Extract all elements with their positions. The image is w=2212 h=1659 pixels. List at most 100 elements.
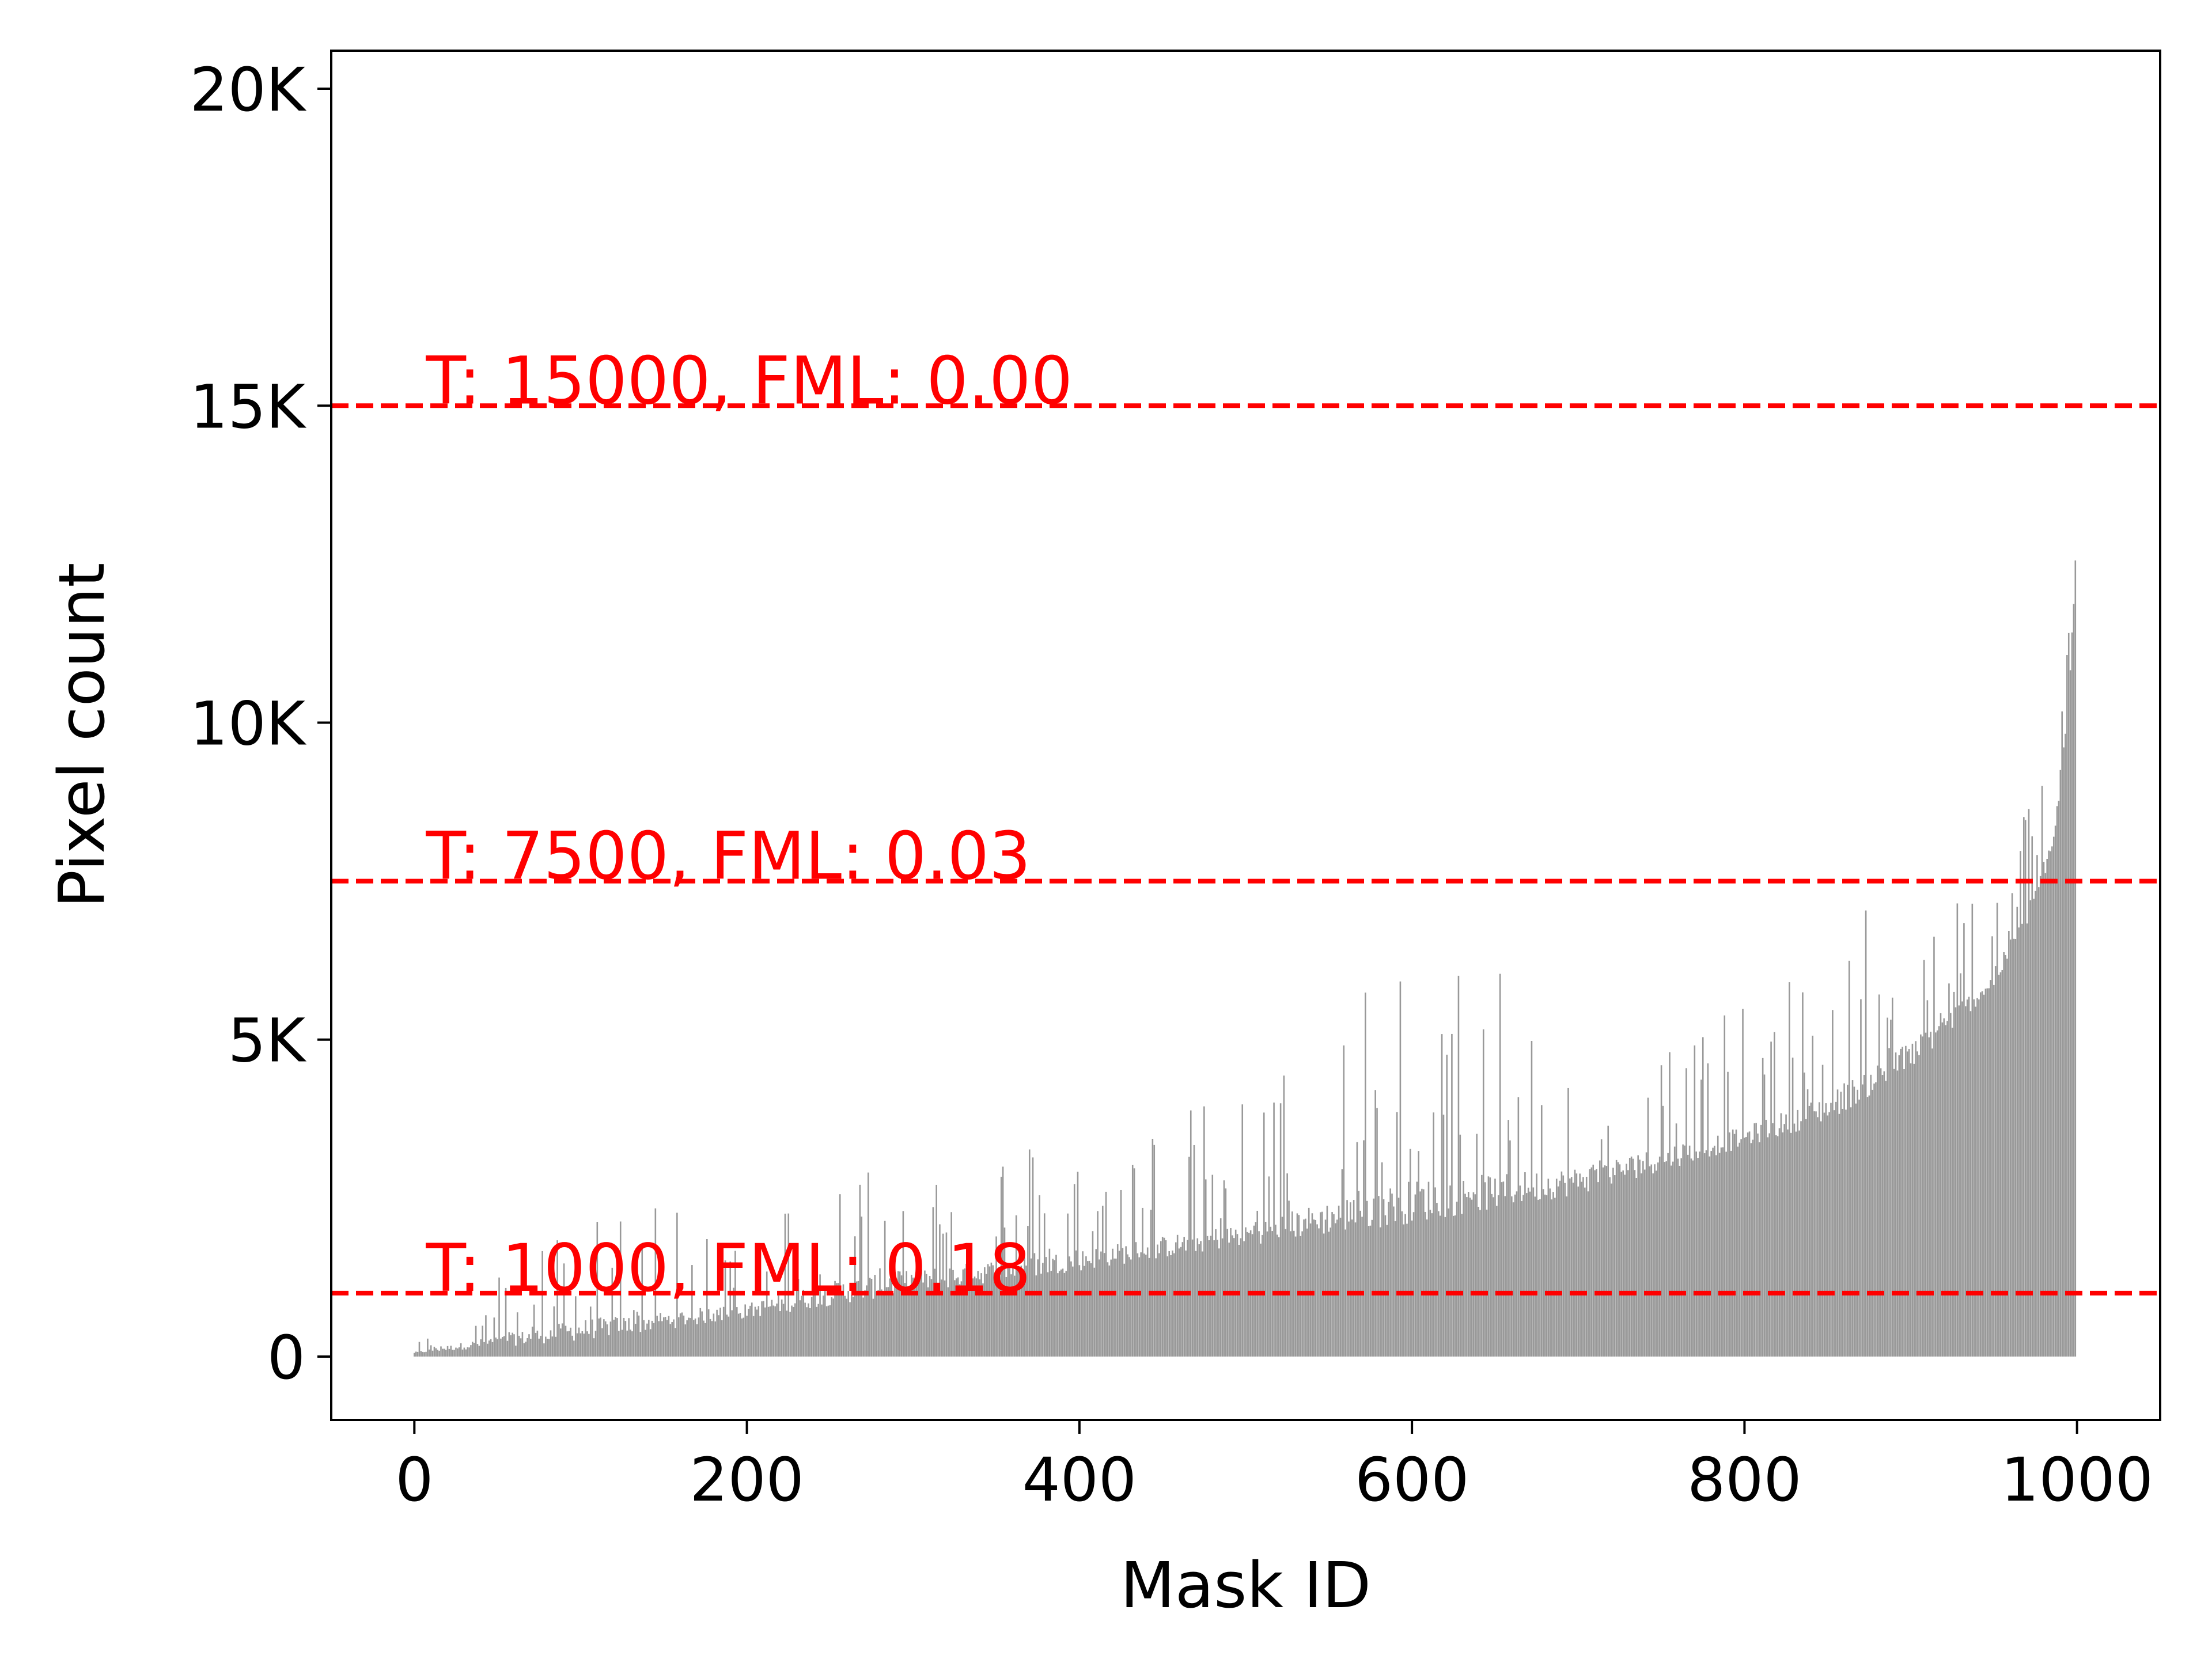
bar — [736, 1307, 738, 1357]
bar — [1459, 1134, 1461, 1357]
bar — [1476, 1134, 1478, 1357]
bar — [698, 1317, 700, 1357]
bar — [1238, 1245, 1240, 1357]
bar — [1664, 1162, 1666, 1357]
bar — [1482, 1029, 1484, 1357]
bar — [1793, 1123, 1796, 1357]
bar — [431, 1350, 434, 1357]
bar — [1188, 1156, 1190, 1357]
bar — [1890, 1020, 1892, 1357]
bar — [563, 1263, 565, 1357]
bar — [495, 1337, 497, 1357]
bar — [874, 1275, 876, 1357]
bar — [1291, 1211, 1293, 1357]
bar — [1941, 1022, 1944, 1357]
bar — [965, 1263, 967, 1357]
bar — [1293, 1230, 1295, 1357]
bar — [673, 1319, 675, 1357]
bar — [821, 1304, 823, 1357]
bar — [510, 1335, 512, 1357]
bar — [829, 1305, 831, 1357]
bar — [1100, 1251, 1102, 1357]
bar — [1823, 1112, 1825, 1357]
bar — [1984, 988, 1987, 1357]
bar — [1123, 1263, 1126, 1357]
bar — [701, 1311, 703, 1357]
bar — [1789, 982, 1790, 1357]
bar — [1399, 981, 1402, 1357]
bar — [1738, 1142, 1741, 1357]
bar — [465, 1349, 467, 1357]
bar — [1366, 1200, 1368, 1357]
bar — [1821, 1065, 1824, 1357]
bar — [574, 1296, 577, 1357]
bar — [1474, 1194, 1476, 1357]
bar — [1795, 1131, 1797, 1357]
bar — [1434, 1187, 1436, 1357]
bar — [528, 1334, 530, 1357]
bar — [621, 1330, 623, 1357]
bar — [1193, 1145, 1195, 1357]
bar — [1873, 1084, 1875, 1357]
bar — [2056, 806, 2058, 1357]
bar — [746, 1315, 748, 1357]
bar — [1896, 1070, 1899, 1357]
bar — [536, 1330, 539, 1357]
bar — [433, 1346, 435, 1357]
bar — [1125, 1246, 1127, 1357]
bar — [1627, 1170, 1629, 1357]
bar — [1570, 1177, 1573, 1357]
bar — [1506, 1174, 1508, 1357]
bar — [1516, 1191, 1518, 1357]
bar — [1835, 1101, 1837, 1357]
bar — [1409, 1149, 1411, 1357]
bar — [1760, 1124, 1762, 1357]
bar — [1431, 1213, 1433, 1357]
bar — [588, 1334, 590, 1357]
bar — [445, 1350, 447, 1357]
bar — [1305, 1218, 1306, 1357]
bar — [593, 1338, 595, 1357]
bar — [1268, 1176, 1270, 1357]
bar — [1386, 1225, 1388, 1357]
bar — [861, 1216, 863, 1357]
bar — [1107, 1262, 1109, 1357]
bar — [1181, 1242, 1184, 1357]
bar — [722, 1306, 725, 1357]
bar — [1497, 1195, 1499, 1357]
bar — [589, 1306, 592, 1357]
bar — [1527, 1187, 1529, 1357]
bar — [1700, 1080, 1702, 1357]
bar — [1979, 992, 1982, 1357]
bar — [1918, 1055, 1920, 1357]
bar — [857, 1281, 859, 1357]
bar — [1855, 1103, 1857, 1357]
bar — [1923, 960, 1925, 1357]
bar — [1682, 1144, 1684, 1357]
bar — [912, 1277, 914, 1357]
bar — [1138, 1257, 1141, 1357]
bar — [1463, 1180, 1464, 1357]
bar — [1333, 1214, 1335, 1357]
bar — [1452, 1215, 1455, 1357]
bar — [1090, 1263, 1092, 1357]
bar — [1324, 1219, 1327, 1357]
bar — [1010, 1274, 1012, 1357]
bar — [1557, 1186, 1559, 1357]
bar — [1433, 1112, 1434, 1357]
bar — [1419, 1191, 1421, 1357]
bar — [1916, 1051, 1918, 1357]
bar — [1206, 1236, 1209, 1357]
bar — [1381, 1162, 1383, 1357]
bar — [1604, 1165, 1606, 1357]
bar — [2052, 836, 2055, 1357]
bar — [1143, 1253, 1145, 1357]
bar — [578, 1327, 580, 1357]
bar — [1928, 1037, 1930, 1357]
bar — [1843, 1083, 1845, 1357]
bar — [1619, 1164, 1621, 1357]
bar — [475, 1325, 477, 1357]
bar — [1078, 1265, 1081, 1357]
bar — [1501, 1182, 1503, 1357]
bar — [2050, 851, 2051, 1357]
